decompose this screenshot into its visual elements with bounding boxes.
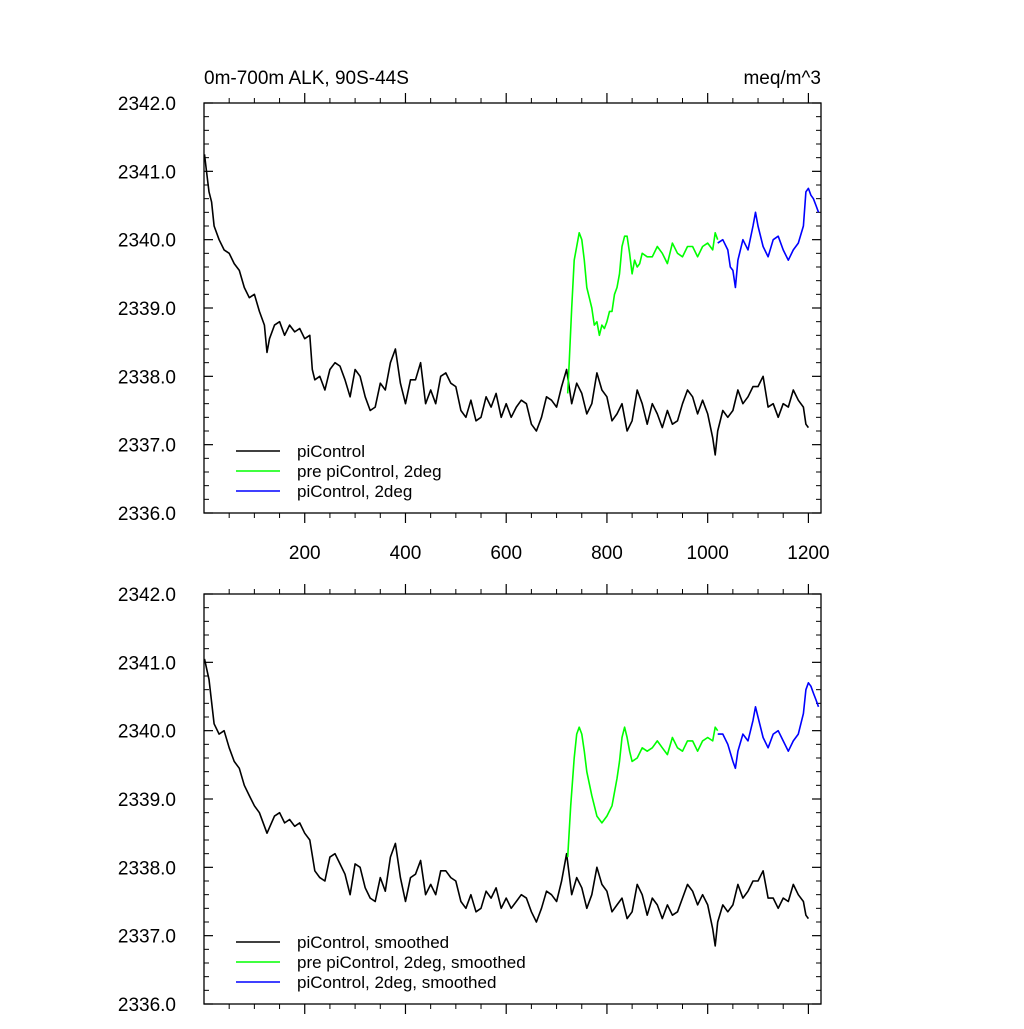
y-tick-label: 2340.0 xyxy=(118,231,176,252)
chart-title: 0m-700m ALK, 90S-44S xyxy=(204,68,409,89)
legend-label: piControl xyxy=(297,442,365,461)
y-tick-label: 2338.0 xyxy=(118,367,176,388)
y-tick-label: 2339.0 xyxy=(118,790,176,811)
y-tick-label: 2338.0 xyxy=(118,858,176,879)
x-tick-label: 600 xyxy=(490,543,522,564)
bottom-panel: 2336.0 2337.0 2338.0 2339.0 2340.0 2341.0 2342… xyxy=(118,584,822,1016)
legend-label: piControl, 2deg, smoothed xyxy=(297,973,496,992)
top-tick-marks xyxy=(204,93,821,523)
y-tick-label: 2341.0 xyxy=(118,162,176,183)
y-tick-label: 2340.0 xyxy=(118,722,176,743)
legend-label: pre piControl, 2deg xyxy=(297,462,442,481)
y-tick-label: 2336.0 xyxy=(118,995,176,1016)
top-series-lines xyxy=(203,154,820,456)
series-line-2 xyxy=(717,187,820,289)
x-tick-label: 200 xyxy=(289,543,321,564)
y-tick-label: 2336.0 xyxy=(118,504,176,525)
y-tick-label: 2337.0 xyxy=(118,927,176,948)
bottom-series-lines xyxy=(203,658,820,947)
y-tick-label: 2341.0 xyxy=(118,653,176,674)
series-line-2 xyxy=(717,682,820,770)
x-tick-label: 400 xyxy=(390,543,422,564)
top-y-tick-labels: 2336.0 2337.0 2338.0 2339.0 2340.0 2341.0 2342… xyxy=(118,94,176,525)
legend-label: pre piControl, 2deg, smoothed xyxy=(297,953,526,972)
x-tick-label: 1000 xyxy=(687,543,729,564)
y-tick-label: 2337.0 xyxy=(118,436,176,457)
x-tick-label: 800 xyxy=(591,543,623,564)
y-tick-label: 2342.0 xyxy=(118,585,176,606)
bottom-tick-marks xyxy=(204,584,821,1014)
series-line-1 xyxy=(566,726,719,858)
bottom-y-tick-labels: 2336.0 2337.0 2338.0 2339.0 2340.0 2341.0 2342… xyxy=(118,585,176,1016)
chart-units: meq/m^3 xyxy=(743,68,821,89)
top-x-tick-labels: 200 400 600 800 1000 1200 xyxy=(289,543,830,564)
x-tick-label: 1200 xyxy=(787,543,829,564)
top-panel: 2336.0 2337.0 2338.0 2339.0 2340.0 2341.0 2342… xyxy=(118,93,830,564)
y-tick-label: 2342.0 xyxy=(118,94,176,115)
series-line-0 xyxy=(203,154,810,456)
series-line-1 xyxy=(566,232,719,394)
legend-label: piControl, 2deg xyxy=(297,482,412,501)
legend-label: piControl, smoothed xyxy=(297,933,449,952)
series-line-0 xyxy=(203,658,810,947)
y-tick-label: 2339.0 xyxy=(118,299,176,320)
